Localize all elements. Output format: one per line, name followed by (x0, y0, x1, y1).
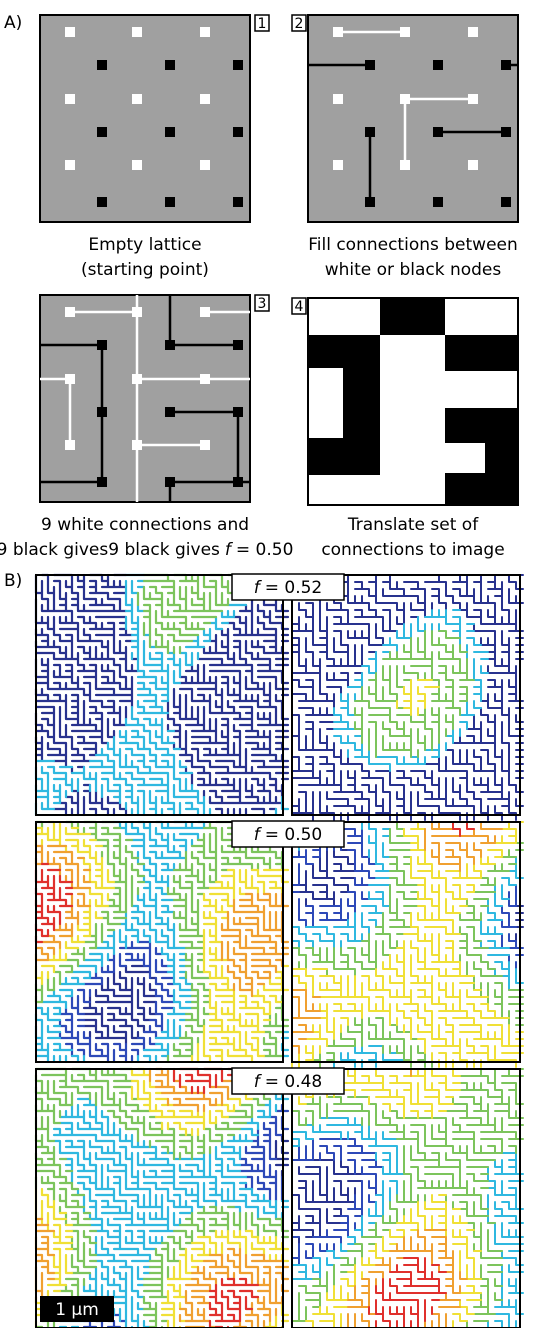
caption: Empty lattice (88, 235, 201, 255)
black-node (233, 477, 243, 487)
black-node (97, 477, 107, 487)
black-node (233, 407, 243, 417)
white-node (333, 27, 343, 37)
lattice-panel: 3 9 white connections and 9 black gives9 b… (0, 295, 293, 560)
white-node (65, 374, 75, 384)
f-label: f= 0.48 (254, 1072, 323, 1092)
value: = 0.52 (265, 578, 323, 598)
black-node (365, 60, 375, 70)
lattice-background (40, 295, 250, 502)
white-region (445, 443, 485, 473)
caption: Fill connections between (308, 235, 518, 255)
white-node (468, 94, 478, 104)
black-node (97, 60, 107, 70)
black-node (433, 127, 443, 137)
caption-line: 9 black gives9 black givesf= 0.50 (0, 540, 293, 560)
white-node (200, 94, 210, 104)
white-node (132, 307, 142, 317)
white-node (200, 160, 210, 170)
caption: white or black nodes (325, 260, 502, 280)
value: = 0.48 (265, 1072, 323, 1092)
micrograph (292, 575, 523, 820)
caption: Translate set of (347, 515, 479, 535)
lattice-panel: 1 Empty lattice (starting point) (40, 15, 269, 280)
lattice-background (40, 15, 250, 222)
micrograph (36, 1069, 288, 1328)
black-node (233, 60, 243, 70)
value: = 0.50 (265, 825, 323, 845)
white-node (132, 160, 142, 170)
black-node (233, 127, 243, 137)
scale-bar-label: 1 µm (55, 1300, 99, 1320)
lattice-background (308, 15, 518, 222)
caption: 9 black gives (108, 540, 220, 560)
caption: 9 white connections and (41, 515, 249, 535)
black-node (97, 407, 107, 417)
caption: (starting point) (81, 260, 209, 280)
white-node (200, 27, 210, 37)
micrograph (292, 822, 523, 1067)
black-node (433, 60, 443, 70)
white-node (200, 307, 210, 317)
black-node (501, 197, 511, 207)
white-node (400, 27, 410, 37)
black-node (97, 340, 107, 350)
black-node (233, 340, 243, 350)
white-node (65, 440, 75, 450)
micrograph (292, 1069, 523, 1328)
black-region (445, 335, 518, 371)
white-node (132, 374, 142, 384)
micrograph (36, 575, 288, 815)
white-node (400, 94, 410, 104)
white-region (308, 368, 343, 438)
white-node (468, 27, 478, 37)
black-node (97, 197, 107, 207)
black-node (165, 127, 175, 137)
white-node (468, 160, 478, 170)
white-node (200, 374, 210, 384)
white-node (132, 94, 142, 104)
white-node (132, 27, 142, 37)
white-node (65, 160, 75, 170)
symbol: f (225, 540, 234, 560)
black-node (501, 127, 511, 137)
black-node (365, 127, 375, 137)
white-node (65, 94, 75, 104)
step-number: 2 (295, 16, 304, 32)
figure: A) B) 1 Empty lattice (starting point) 2 Fil… (0, 0, 540, 1328)
f-label: f= 0.50 (254, 825, 323, 845)
white-node (65, 27, 75, 37)
panel-label: A) (4, 13, 22, 33)
black-node (165, 197, 175, 207)
lattice-panel: 4 Translate set of connections to image (292, 298, 518, 560)
black-node (165, 407, 175, 417)
black-node (165, 477, 175, 487)
f-label: f= 0.52 (254, 578, 323, 598)
black-node (165, 60, 175, 70)
white-node (400, 160, 410, 170)
black-node (165, 340, 175, 350)
black-node (365, 197, 375, 207)
caption: connections to image (321, 540, 504, 560)
black-node (97, 127, 107, 137)
micrograph (36, 822, 288, 1062)
white-node (333, 160, 343, 170)
black-region (380, 298, 445, 335)
step-number: 3 (258, 296, 267, 312)
step-number: 4 (295, 299, 304, 315)
panel-label: B) (4, 571, 22, 591)
white-node (333, 94, 343, 104)
step-number: 1 (258, 16, 267, 32)
white-node (200, 440, 210, 450)
white-node (65, 307, 75, 317)
value: = 0.50 (236, 540, 294, 560)
black-node (501, 60, 511, 70)
lattice-panel: 2 Fill connections between white or black … (292, 15, 518, 280)
black-node (433, 197, 443, 207)
white-node (132, 440, 142, 450)
black-node (233, 197, 243, 207)
